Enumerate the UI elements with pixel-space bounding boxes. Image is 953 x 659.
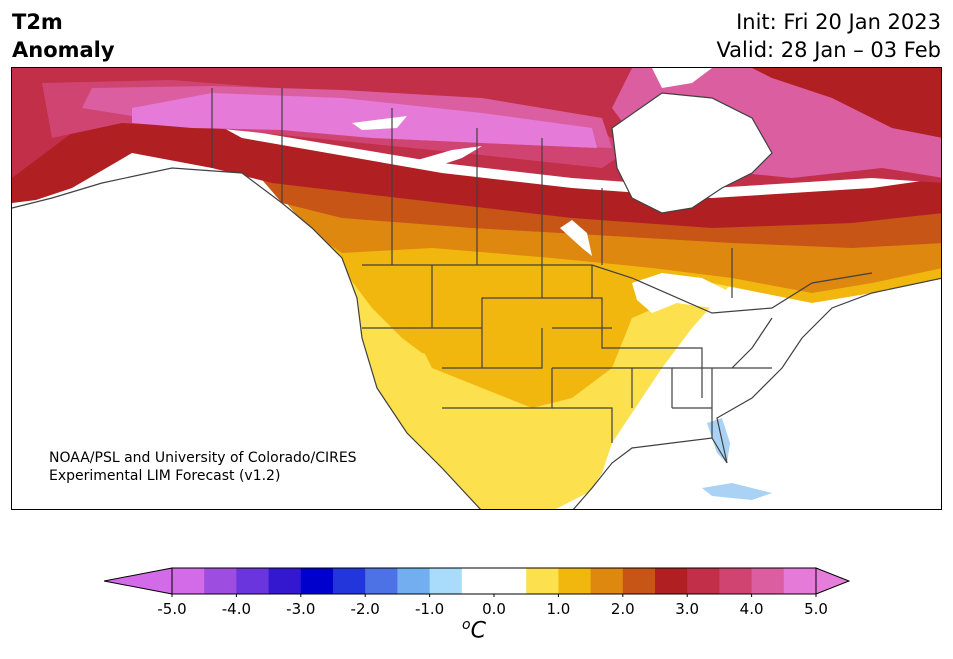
colorbar-tick-label: -4.0 (221, 600, 252, 618)
colorbar-segment (333, 568, 366, 594)
colorbar-segment (590, 568, 624, 594)
colorbar-tick-label: 3.0 (675, 600, 700, 618)
valid-date: Valid: 28 Jan – 03 Feb (716, 38, 941, 62)
colorbar-segment (655, 568, 688, 594)
gulf-and-atlantic (573, 283, 941, 509)
great-bear-lake (352, 116, 407, 130)
state-lines-east (652, 317, 773, 438)
colorbar-segment (429, 568, 463, 594)
map-borders (12, 88, 941, 509)
colorbar (104, 567, 850, 597)
colorbar-tick-label: 1.0 (546, 600, 571, 618)
colorbar-segment (300, 568, 334, 594)
colorbar-segment (687, 568, 720, 594)
cuba-neg (702, 483, 772, 500)
anomaly-map (11, 67, 942, 510)
colorbar-tick-label: -2.0 (350, 600, 380, 618)
colorbar-segment (365, 568, 398, 594)
unit-degree: o (462, 617, 471, 633)
anomaly-map-svg (12, 68, 941, 509)
colorbar-segment (558, 568, 592, 594)
state-lines-central (542, 265, 673, 443)
credit-line1: NOAA/PSL and University of Colorado/CIRE… (49, 450, 357, 466)
great-lakes (632, 273, 732, 313)
neutral-areas (12, 68, 941, 509)
colorbar-tick-label: 4.0 (739, 600, 764, 618)
colorbar-tick-label: -1.0 (414, 600, 445, 618)
gulf-coastline (572, 277, 941, 509)
colorbar-segment (719, 568, 753, 594)
colorbar-tick-label: 0.0 (482, 600, 506, 618)
colorbar-tick-label: -3.0 (286, 600, 316, 618)
colorbar-segment (494, 568, 527, 594)
map-title-line1: T2m (12, 10, 63, 34)
unit-celsius: C (470, 618, 486, 644)
hudson-coastline (611, 92, 773, 214)
lake-winnipeg (560, 220, 592, 256)
arctic-water (652, 68, 712, 88)
colorbar-segment (751, 568, 785, 594)
great-slave-lake (407, 146, 482, 168)
map-title: T2m Anomaly (12, 8, 115, 64)
colorbar-tick-label: -5.0 (157, 600, 187, 618)
band-2c-core (407, 308, 612, 408)
band-9c (132, 93, 597, 148)
forecast-dates: Init: Fri 20 Jan 2023 Valid: 28 Jan – 03… (716, 8, 941, 64)
map-title-line2: Anomaly (12, 38, 115, 62)
init-date: Init: Fri 20 Jan 2023 (736, 10, 941, 34)
state-lines-west (362, 265, 553, 409)
colorbar-segment (397, 568, 431, 594)
colorbar-segment (622, 568, 656, 594)
colorbar-segment (268, 568, 302, 594)
colorbar-segment (783, 568, 817, 594)
colorbar-segment (172, 568, 205, 594)
colorbar-tick-label: 5.0 (804, 600, 828, 618)
band-ne-red (752, 68, 941, 138)
colorbar-segment (526, 568, 559, 594)
pacific-coastline (12, 167, 481, 509)
colorbar-segment (461, 568, 495, 594)
colorbar-segment (204, 568, 237, 594)
colorbar-segment (236, 568, 270, 594)
colorbar-tick-label: 2.0 (610, 600, 635, 618)
province-lines (211, 88, 733, 298)
colorbar-over-arrow (815, 567, 850, 595)
pacific-ocean (12, 168, 481, 509)
map-credit: NOAA/PSL and University of Colorado/CIRE… (49, 449, 357, 485)
colorbar-unit: oC (462, 617, 486, 643)
credit-line2: Experimental LIM Forecast (v1.2) (49, 468, 281, 484)
band-4c (252, 168, 941, 248)
colorbar-under-arrow (104, 567, 173, 595)
